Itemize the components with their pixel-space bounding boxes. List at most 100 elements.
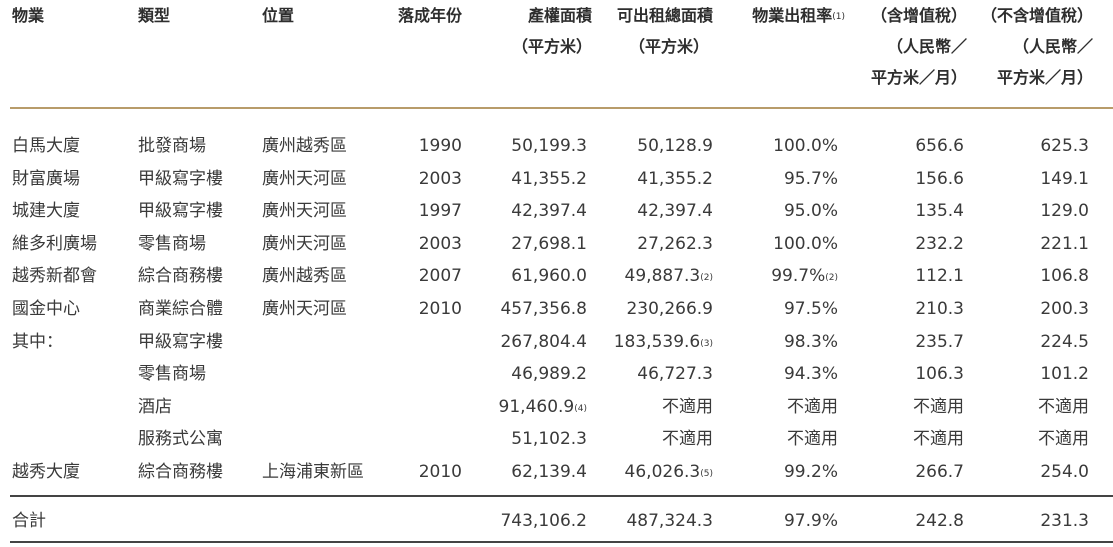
occupancy-rate: 不適用 [787,391,838,424]
table-row: 財富廣場 甲級寫字樓 廣州天河區 2003 41,355.2 41,355.2 95.7% 1… [0,163,1113,196]
gross-floor-area-value: 42,397.4 [511,201,587,222]
property-type-value: 服務式公寓 [138,429,223,450]
rent-incl-vat-value: 232.2 [915,233,964,254]
completion-year: 2010 [419,293,462,326]
header-lfa: 可出租總面積 （平方米） [617,0,713,62]
completion-year: 2003 [419,163,462,196]
rent-incl-vat-value: 135.4 [915,201,964,222]
gross-floor-area-value: 457,356.8 [500,298,587,319]
rent-incl-vat: 232.2 [915,228,964,261]
gross-floor-area-value: 62,139.4 [511,461,587,482]
property-table-body: 白馬大廈 批發商場廣州越秀區 1990 50,199.3 50,128.9 100.0% 6… [0,130,1113,489]
rent-excl-vat: 101.2 [1040,358,1089,391]
occupancy-rate: 97.5% [784,293,838,326]
occupancy-rate-value: 不適用 [787,429,838,450]
lettable-area: 42,397.4 [637,195,713,228]
rent-incl-vat: 不適用 [913,423,964,456]
occupancy-rate-value: 100.0% [773,136,838,156]
lettable-area: 46,026.3(5) [625,456,713,489]
property-location: 上海浦東新區 [262,456,364,489]
rent-incl-vat-value: 156.6 [915,168,964,189]
property-location-value: 上海浦東新區 [262,461,364,482]
header-type: 類型 [138,6,171,25]
table-row: 越秀新都會 綜合商務樓 廣州越秀區 2007 61,960.0 49,887.3(2) 99… [0,260,1113,293]
gross-floor-area: 41,355.2 [511,163,587,196]
rent-incl-vat-value: 266.7 [915,461,964,482]
table-row: 國金中心 商業綜合體 廣州天河區 2010 457,356.8 230,266.9 97.5… [0,293,1113,326]
lettable-area-value: 46,727.3 [637,364,713,385]
rent-incl-vat-value: 656.6 [915,136,964,156]
gross-floor-area-value: 50,199.3 [511,136,587,156]
occupancy-rate: 99.7%(2) [771,260,838,293]
header-divider [10,107,1113,109]
property-name-value: 越秀大廈 [12,461,80,482]
occupancy-rate: 95.0% [784,195,838,228]
property-location-value: 廣州越秀區 [262,266,347,287]
total-row: 合計 743,106.2 487,324.3 97.9% 242.8 231.3 [0,505,1113,537]
rent-excl-vat: 625.3 [1040,130,1089,163]
gross-floor-area: 50,199.3 [511,130,587,163]
rent-excl-vat: 224.5 [1040,326,1089,359]
lettable-area: 183,539.6(3) [614,326,713,359]
table-row: 服務式公寓 51,102.3 不適用 不適用 不適用 不適用 [0,423,1113,456]
table-row: 越秀大廈 綜合商務樓 上海浦東新區 2010 62,139.4 46,026.3(5) 99… [0,456,1113,489]
header-gfa: 產權面積 （平方米） [512,0,592,62]
property-type: 商業綜合體 [138,293,223,326]
rent-incl-vat-value: 不適用 [913,429,964,450]
lettable-area: 50,128.9 [637,130,713,163]
header-lfa-line1: 可出租總面積 [616,6,713,25]
property-type: 甲級寫字樓 [138,195,223,228]
header-rent-incl-line3: 平方米／月） [870,68,967,87]
property-location: 廣州天河區 [262,163,347,196]
lettable-area: 46,727.3 [637,358,713,391]
header-rent-incl-line2: （人民幣／ [886,37,967,56]
rent-excl-vat: 不適用 [1038,391,1089,424]
rent-excl-vat-value: 不適用 [1038,429,1089,450]
property-type: 批發商場 [138,130,206,163]
lettable-area-value: 41,355.2 [637,168,713,189]
gross-floor-area: 42,397.4 [511,195,587,228]
gross-floor-area-value: 46,989.2 [511,364,587,385]
header-occupancy-label: 物業出租率 [752,6,833,25]
property-type-value: 商業綜合體 [138,298,223,319]
rent-excl-vat: 不適用 [1038,423,1089,456]
property-location: 廣州越秀區 [262,260,347,293]
header-rent-excl-line2: （人民幣／ [1012,37,1093,56]
property-name: 維多利廣場 [12,228,97,261]
lettable-area-value: 42,397.4 [637,201,713,222]
property-location: 廣州天河區 [262,228,347,261]
property-type: 綜合商務樓 [138,456,223,489]
completion-year: 1990 [419,130,462,163]
occupancy-rate-value: 100.0% [773,233,838,254]
completion-year: 2007 [419,260,462,293]
completion-year-value: 1990 [418,136,462,156]
lettable-area-value: 49,887.3 [624,266,701,287]
property-type-value: 綜合商務樓 [138,266,223,287]
header-year: 落成年份 [397,6,462,25]
gross-floor-area-value: 51,102.3 [511,429,587,450]
rent-excl-vat: 200.3 [1040,293,1089,326]
gross-floor-area: 457,356.8 [500,293,587,326]
rent-incl-vat: 210.3 [915,293,964,326]
property-location-value: 廣州天河區 [262,298,347,319]
header-gfa-line2: （平方米） [511,37,592,56]
property-name-value: 白馬大廈 [12,136,80,156]
gross-floor-area: 62,139.4 [511,456,587,489]
rent-incl-vat: 235.7 [915,326,964,359]
completion-year-value: 2010 [418,461,462,482]
property-type-value: 零售商場 [138,364,206,385]
property-type-value: 綜合商務樓 [138,461,223,482]
property-type-value: 零售商場 [138,233,206,254]
rent-excl-vat-value: 101.2 [1040,364,1089,385]
rent-excl-vat-value: 254.0 [1040,461,1089,482]
rent-excl-vat-value: 不適用 [1038,396,1089,417]
table-row: 零售商場 46,989.2 46,727.3 94.3% 106.3 101.2 [0,358,1113,391]
rent-incl-vat: 656.6 [915,130,964,163]
lettable-area: 不適用 [662,423,713,456]
header-rent-excl-line3: 平方米／月） [996,68,1093,87]
lettable-area: 27,262.3 [637,228,713,261]
property-type: 零售商場 [138,228,206,261]
lettable-area: 不適用 [662,391,713,424]
rent-excl-vat-value: 129.0 [1040,201,1089,222]
property-type: 甲級寫字樓 [138,163,223,196]
